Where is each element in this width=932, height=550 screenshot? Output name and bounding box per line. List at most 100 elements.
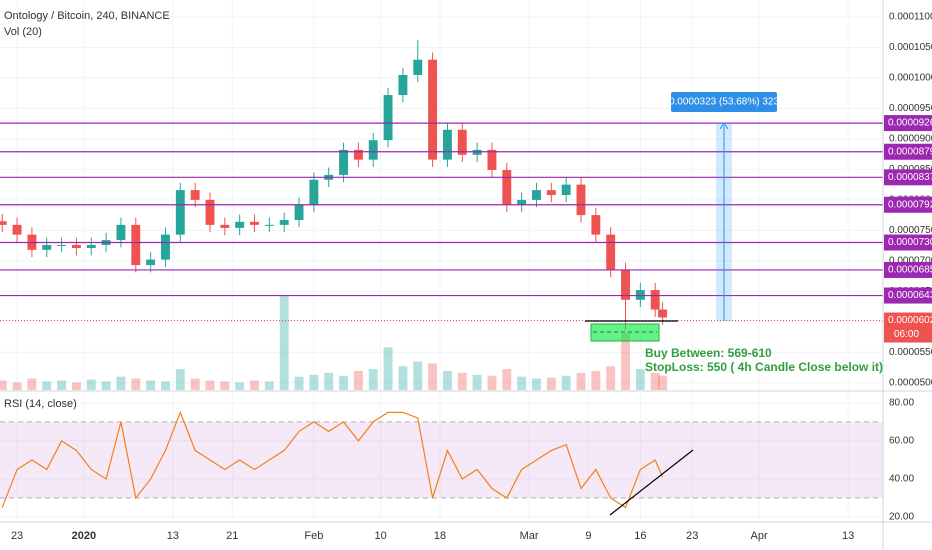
candle-body <box>131 224 141 266</box>
candle-body <box>383 95 393 141</box>
x-tick-label: 9 <box>585 530 591 542</box>
y-tick-label: 0.0000900 <box>889 134 932 145</box>
volume-bar <box>27 378 37 390</box>
y-tick-label: 0.0000950 <box>889 103 932 114</box>
candle-body <box>442 129 452 160</box>
candle-body <box>220 224 230 228</box>
candle-body <box>621 269 630 300</box>
volume-bar <box>576 372 586 390</box>
candle-body <box>487 149 497 171</box>
candle-body <box>0 221 7 225</box>
chart-title: Ontology / Bitcoin, 240, BINANCE <box>4 10 170 22</box>
measure-label: 0.0000323 (53.68%) 323 <box>669 97 780 108</box>
y-tick-label: 40.00 <box>889 474 914 485</box>
level-label: 0.0000879 <box>888 146 932 157</box>
candle-body <box>635 290 645 300</box>
measure-arrowhead <box>719 122 729 130</box>
candle-body <box>339 149 349 175</box>
volume-bar <box>146 380 156 390</box>
candle-body <box>309 179 319 205</box>
level-tag <box>884 143 932 160</box>
candle-body <box>294 204 304 220</box>
candle-body <box>279 219 289 225</box>
y-tick-label: 20.00 <box>889 512 914 523</box>
x-tick-label: 18 <box>434 530 446 542</box>
level-label: 0.0000837 <box>888 172 932 183</box>
volume-bar <box>190 378 200 390</box>
y-tick-label: 80.00 <box>889 397 914 408</box>
volume-bar <box>220 381 230 390</box>
candle-body <box>546 190 556 195</box>
volume-bar <box>294 376 304 390</box>
candle-body <box>457 129 467 155</box>
volume-bar <box>279 295 289 390</box>
y-tick-label: 0.0000700 <box>889 255 932 266</box>
volume-bar <box>175 369 185 390</box>
candle-body <box>250 221 259 225</box>
volume-bar <box>487 375 497 390</box>
volume-bar <box>250 380 259 390</box>
volume-bar <box>546 377 556 390</box>
candle-body <box>606 234 616 270</box>
y-tick-label: 0.0001000 <box>889 73 932 84</box>
volume-bar <box>621 333 630 390</box>
candle-body <box>264 224 274 226</box>
candle-body <box>235 221 245 228</box>
volume-title: Vol (20) <box>4 26 42 38</box>
x-tick-label: 16 <box>634 530 646 542</box>
volume-bar <box>57 380 67 390</box>
candle-body <box>146 259 156 266</box>
volume-bar <box>86 379 96 390</box>
volume-bar <box>457 372 467 390</box>
x-tick-label: 10 <box>375 530 387 542</box>
measure-label-box <box>671 92 777 112</box>
volume-bar <box>428 363 438 390</box>
volume-bar <box>383 347 393 390</box>
volume-bar <box>532 378 541 390</box>
volume-bar <box>561 375 571 390</box>
level-tag <box>884 287 932 304</box>
volume-bar <box>235 382 245 390</box>
x-tick-label: 13 <box>167 530 179 542</box>
y-tick-label: 0.0001100 <box>889 12 932 23</box>
y-tick-label: 0.0001050 <box>889 42 932 53</box>
candle-body <box>658 309 668 318</box>
level-label: 0.0000730 <box>888 237 932 248</box>
volume-bar <box>398 366 408 390</box>
y-tick-label: 0.0000750 <box>889 225 932 236</box>
candle-body <box>561 184 571 195</box>
volume-bar <box>309 374 319 390</box>
volume-bar <box>161 381 170 390</box>
x-tick-label: Apr <box>751 530 768 542</box>
volume-bar <box>606 366 616 390</box>
x-tick-label: 2020 <box>72 530 96 542</box>
volume-bar <box>650 372 660 390</box>
volume-bar <box>0 380 7 390</box>
volume-bar <box>353 371 363 390</box>
annotation: Buy Between: 569-610 <box>645 346 772 360</box>
level-label: 0.0000926 <box>888 118 932 129</box>
candle-body <box>190 190 200 200</box>
volume-bar <box>12 382 22 390</box>
level-tag <box>884 115 932 132</box>
level-tag <box>884 261 932 278</box>
candle-body <box>71 244 81 249</box>
volume-bar <box>472 374 482 390</box>
candle-body <box>116 224 126 241</box>
volume-bar <box>71 382 81 390</box>
countdown: 06:00 <box>894 329 919 340</box>
volume-bar <box>442 371 452 390</box>
volume-bar <box>413 361 423 390</box>
volume-bar <box>502 369 512 390</box>
volume-bar <box>635 369 645 390</box>
x-tick-label: 13 <box>842 530 854 542</box>
last-price-tag <box>884 312 932 343</box>
volume-bar <box>205 380 215 390</box>
level-tag <box>884 234 932 251</box>
level-tag <box>884 196 932 213</box>
candle-body <box>205 199 215 225</box>
x-tick-label: 23 <box>686 530 698 542</box>
volume-bar <box>658 375 668 390</box>
